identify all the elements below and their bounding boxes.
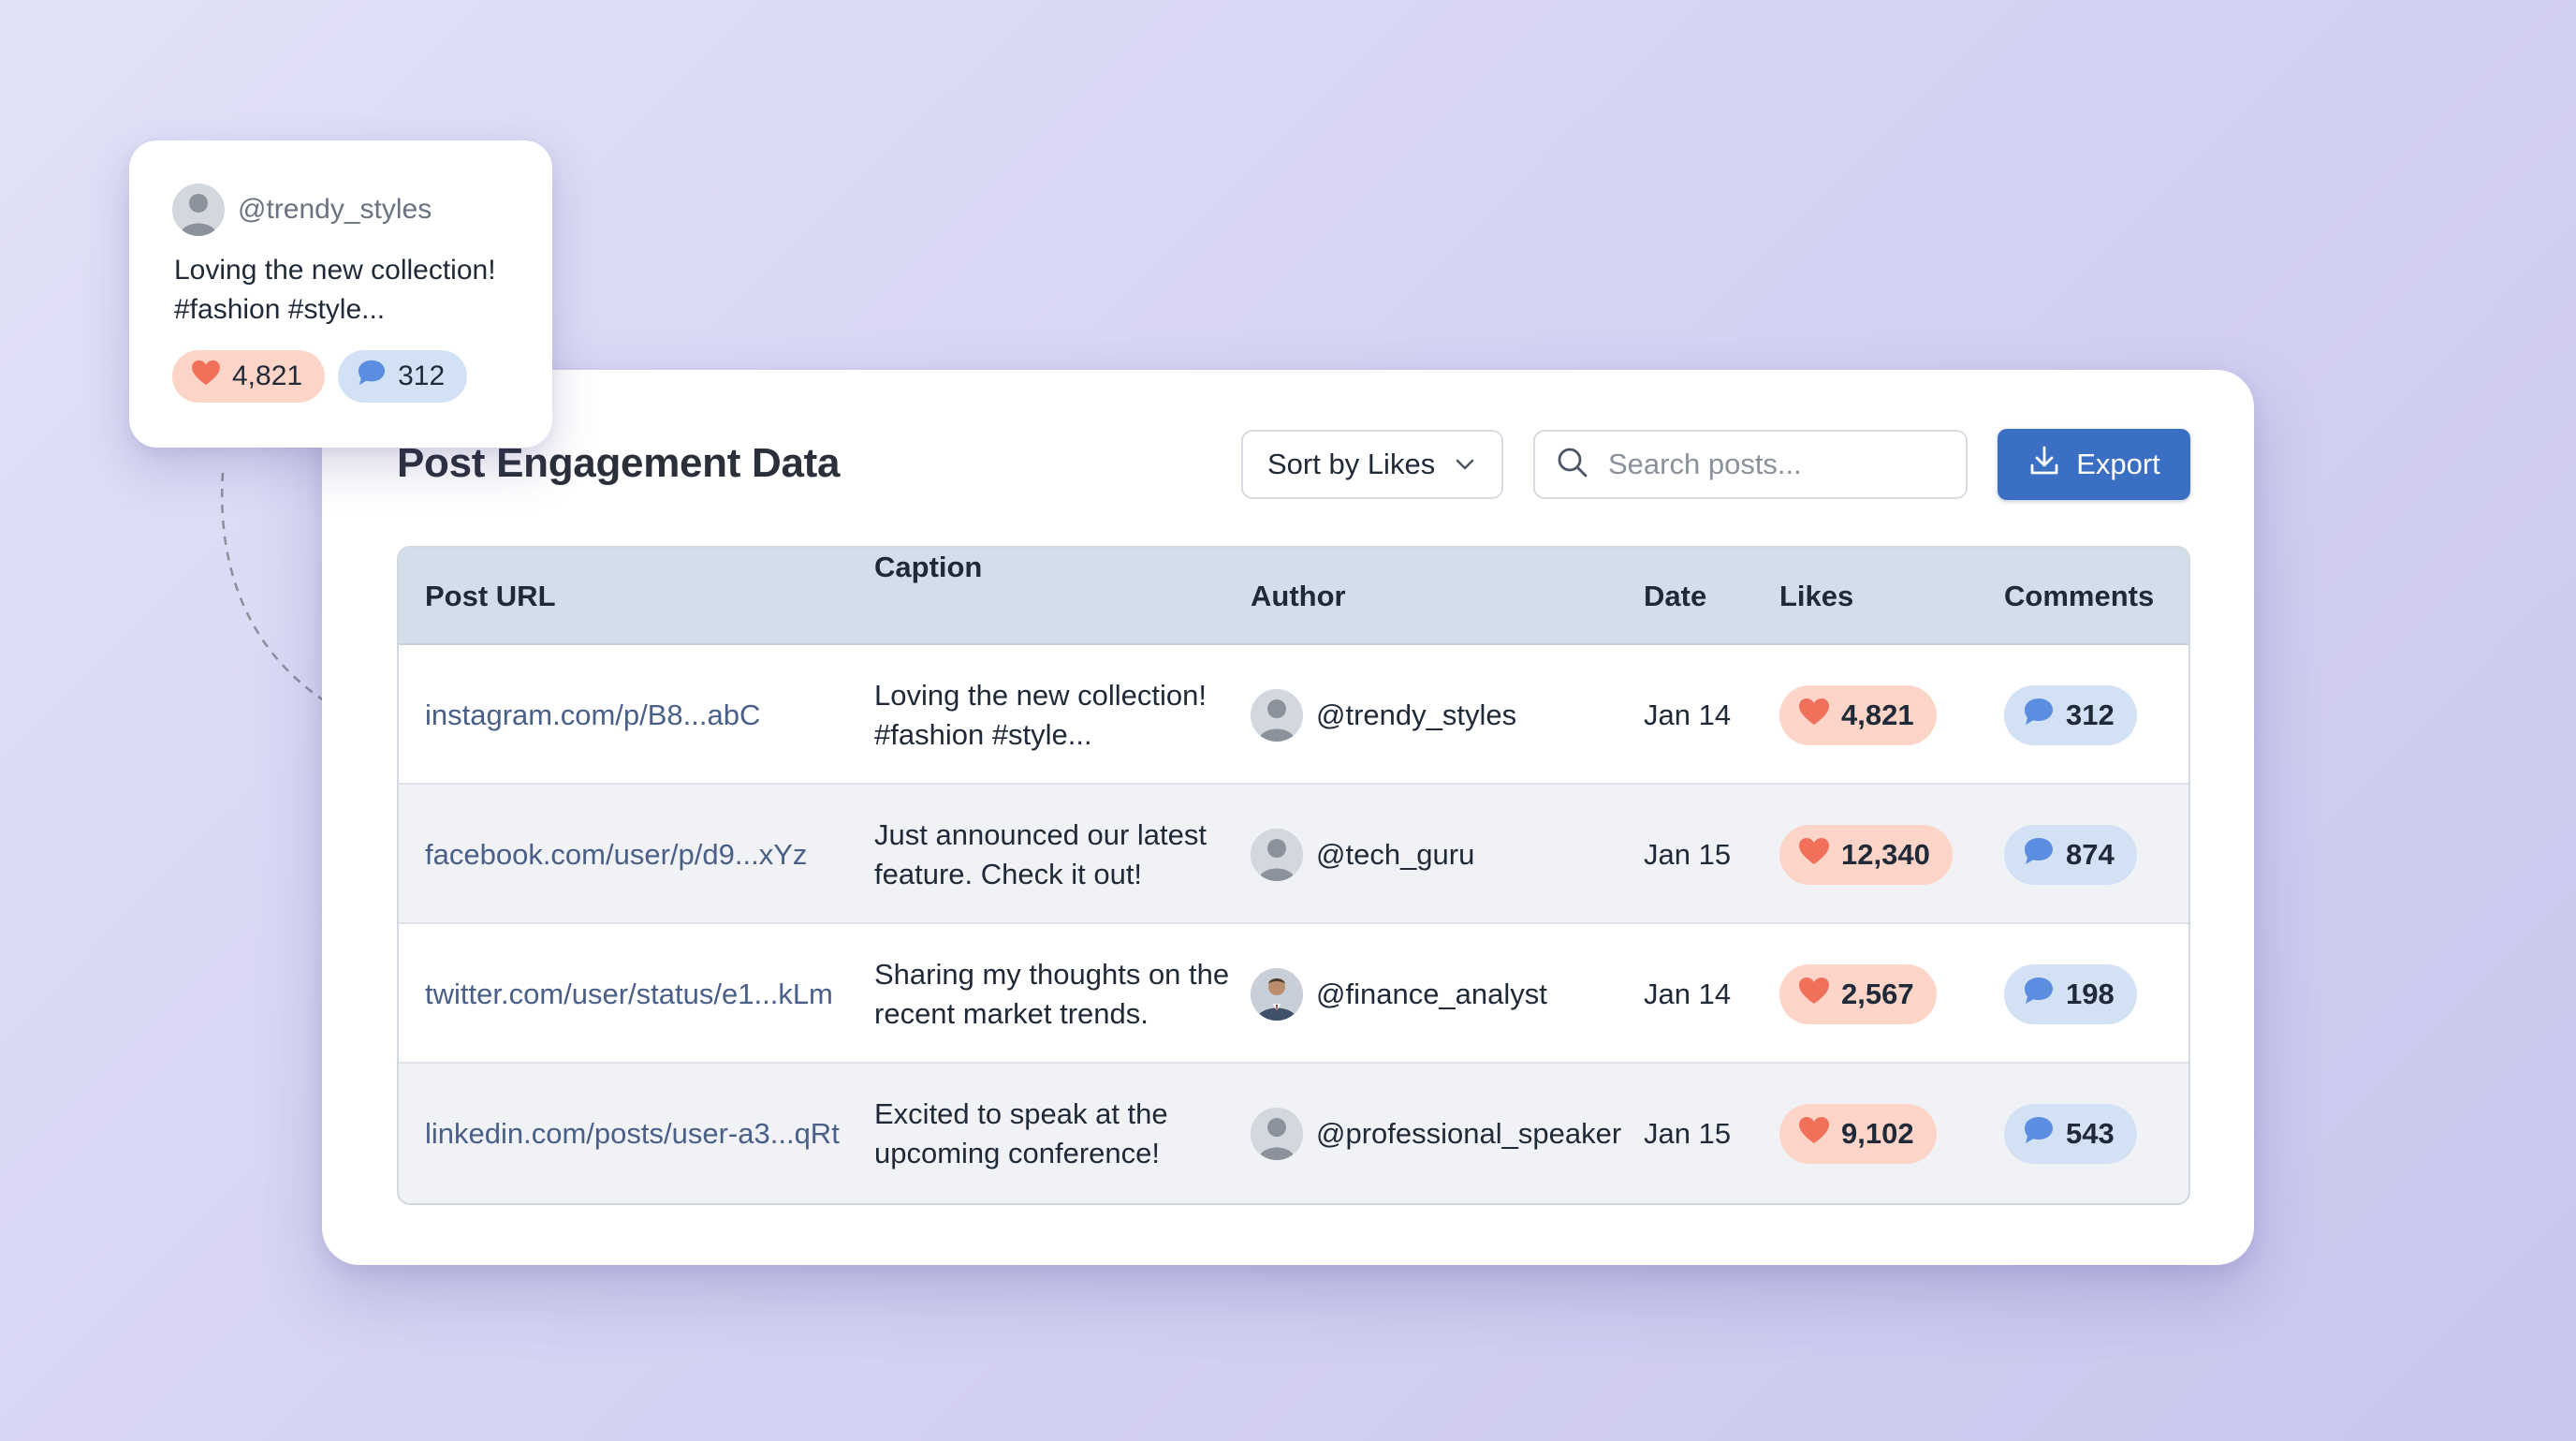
date-cell: Jan 14 — [1644, 977, 1732, 1010]
likes-badge: 9,102 — [1779, 1103, 1937, 1164]
likes-badge: 4,821 — [1779, 684, 1937, 745]
table-row[interactable]: linkedin.com/posts/user-a3...qRt Excited… — [399, 1064, 2188, 1203]
col-header-date[interactable]: Date — [1644, 580, 1707, 612]
comments-badge: 312 — [338, 350, 468, 403]
likes-count: 9,102 — [1841, 1116, 1914, 1150]
comment-icon — [2023, 1115, 2055, 1153]
avatar-icon — [172, 184, 225, 236]
col-header-likes[interactable]: Likes — [1779, 580, 1854, 612]
heart-icon — [1798, 698, 1830, 733]
likes-badge: 4,821 — [172, 350, 326, 403]
chevron-down-icon — [1453, 452, 1477, 477]
date-cell: Jan 14 — [1644, 698, 1732, 731]
sort-label: Sort by Likes — [1267, 448, 1436, 480]
author-name[interactable]: @professional_speaker — [1316, 1116, 1622, 1150]
heart-icon — [1798, 977, 1830, 1012]
comments-badge: 543 — [2004, 1103, 2137, 1164]
heart-icon — [1798, 1116, 1830, 1152]
col-header-comments[interactable]: Comments — [2004, 580, 2155, 612]
preview-stats: 4,821 312 — [172, 350, 468, 403]
comments-count: 543 — [2066, 1116, 2115, 1150]
post-url-link[interactable]: instagram.com/p/B8...abC — [425, 698, 761, 731]
table-row[interactable]: facebook.com/user/p/d9...xYz Just announ… — [399, 785, 2188, 924]
table-row[interactable]: instagram.com/p/B8...abC Loving the new … — [399, 645, 2188, 785]
heart-icon — [1798, 837, 1830, 873]
post-url-link[interactable]: twitter.com/user/status/e1...kLm — [425, 977, 833, 1010]
date-cell: Jan 15 — [1644, 837, 1732, 871]
avatar-icon — [1251, 688, 1303, 742]
avatar-icon — [1251, 1107, 1303, 1160]
post-url-link[interactable]: linkedin.com/posts/user-a3...qRt — [425, 1116, 840, 1150]
post-preview-card: @trendy_styles Loving the new collection… — [129, 140, 552, 448]
comment-icon — [357, 359, 387, 394]
table-header: Post URL Caption Author Date Likes Comme… — [399, 548, 2188, 645]
avatar-icon — [1251, 967, 1303, 1021]
col-header-caption[interactable]: Caption — [874, 551, 983, 583]
engagement-table: Post URL Caption Author Date Likes Comme… — [397, 546, 2190, 1205]
col-header-post-url[interactable]: Post URL — [425, 580, 556, 612]
comments-count: 312 — [2066, 698, 2115, 731]
author-name[interactable]: @finance_analyst — [1316, 977, 1547, 1010]
post-url-link[interactable]: facebook.com/user/p/d9...xYz — [425, 837, 808, 871]
comment-icon — [2023, 976, 2055, 1013]
likes-count: 12,340 — [1841, 837, 1930, 871]
caption-cell: Loving the new collection! #fashion #sty… — [874, 678, 1208, 751]
search-icon — [1556, 446, 1589, 484]
comments-badge: 312 — [2004, 684, 2137, 745]
avatar-icon — [1251, 828, 1303, 881]
date-cell: Jan 15 — [1644, 1116, 1732, 1150]
comment-icon — [2023, 697, 2055, 734]
author-name[interactable]: @tech_guru — [1316, 837, 1475, 871]
page-title: Post Engagement Data — [397, 440, 841, 486]
author-name[interactable]: @trendy_styles — [1316, 698, 1517, 731]
comments-count: 874 — [2066, 837, 2115, 871]
export-button[interactable]: Export — [1998, 429, 2190, 500]
preview-author: @trendy_styles — [172, 184, 432, 236]
download-icon — [2027, 444, 2061, 485]
comments-count: 312 — [398, 360, 446, 391]
comment-icon — [2023, 836, 2055, 874]
preview-author-name: @trendy_styles — [238, 194, 432, 225]
search-box[interactable] — [1533, 430, 1968, 499]
search-input[interactable] — [1606, 447, 1947, 482]
preview-caption: Loving the new collection! #fashion #sty… — [174, 255, 496, 325]
export-label: Export — [2076, 448, 2160, 480]
caption-cell: Excited to speak at the upcoming confere… — [874, 1096, 1168, 1169]
comments-count: 198 — [2066, 977, 2115, 1010]
likes-badge: 12,340 — [1779, 824, 1953, 885]
engagement-card: Post Engagement Data Sort by Likes Expor… — [322, 370, 2254, 1265]
likes-count: 2,567 — [1841, 977, 1914, 1010]
comments-badge: 198 — [2004, 963, 2137, 1024]
likes-badge: 2,567 — [1779, 963, 1937, 1024]
likes-count: 4,821 — [232, 360, 303, 391]
comments-badge: 874 — [2004, 824, 2137, 885]
col-header-author[interactable]: Author — [1251, 580, 1346, 612]
caption-cell: Sharing my thoughts on the recent market… — [874, 957, 1230, 1030]
caption-cell: Just announced our latest feature. Check… — [874, 817, 1208, 890]
likes-count: 4,821 — [1841, 698, 1914, 731]
table-row[interactable]: twitter.com/user/status/e1...kLm Sharing… — [399, 924, 2188, 1064]
heart-icon — [191, 360, 221, 393]
sort-dropdown[interactable]: Sort by Likes — [1241, 430, 1503, 499]
